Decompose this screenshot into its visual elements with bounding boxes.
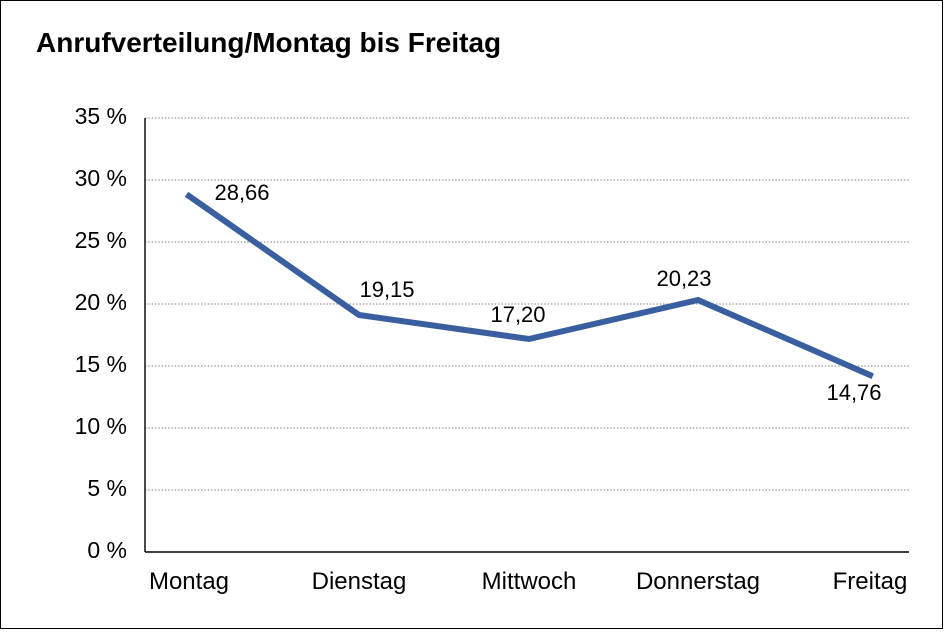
svg-text:19,15: 19,15 xyxy=(359,277,414,302)
svg-text:14,76: 14,76 xyxy=(826,380,881,405)
svg-text:5 %: 5 % xyxy=(87,475,127,501)
svg-text:25 %: 25 % xyxy=(75,227,127,253)
svg-text:20 %: 20 % xyxy=(75,289,127,315)
svg-text:17,20: 17,20 xyxy=(490,302,545,327)
svg-text:28,66: 28,66 xyxy=(214,180,269,205)
svg-text:Mittwoch: Mittwoch xyxy=(482,568,577,595)
svg-text:Donnerstag: Donnerstag xyxy=(636,568,760,595)
svg-text:Montag: Montag xyxy=(149,568,229,595)
svg-text:Dienstag: Dienstag xyxy=(312,568,407,595)
svg-text:35 %: 35 % xyxy=(75,103,127,129)
svg-text:15 %: 15 % xyxy=(75,351,127,377)
svg-text:0 %: 0 % xyxy=(87,537,127,563)
svg-text:10 %: 10 % xyxy=(75,413,127,439)
svg-text:20,23: 20,23 xyxy=(656,266,711,291)
svg-text:30 %: 30 % xyxy=(75,165,127,191)
svg-text:Freitag: Freitag xyxy=(833,568,908,595)
